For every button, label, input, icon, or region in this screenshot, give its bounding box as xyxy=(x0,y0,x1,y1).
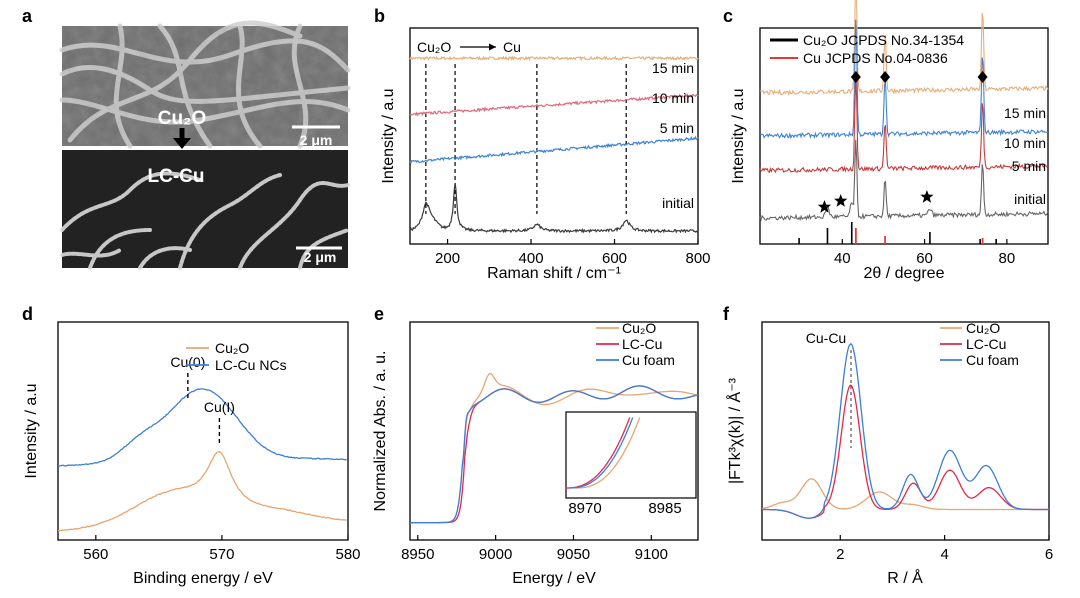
raman-series-label: initial xyxy=(662,195,694,211)
raman-annotation-to: Cu xyxy=(503,39,521,55)
xrd-cu-diamond-marker xyxy=(880,71,891,83)
xrd-tick-label: 60 xyxy=(916,250,933,267)
panel-b-frame xyxy=(409,27,699,245)
xrd-series-label: 15 min xyxy=(1004,105,1046,121)
panel-letter-c: c xyxy=(723,6,733,26)
xps-legend-lccu: LC-Cu NCs xyxy=(215,357,287,373)
xrd-tick-label: 40 xyxy=(834,250,851,267)
sem-dendrites-lccu xyxy=(60,171,350,270)
xrd-xlabel: 2θ / degree xyxy=(864,265,945,282)
xanes-legend-lccu: LC-Cu xyxy=(622,336,662,352)
exafs-legend-cu2o: Cu₂O xyxy=(966,320,1000,336)
xps-legend-cu2o: Cu₂O xyxy=(215,340,249,356)
xanes-xlabel: Energy / eV xyxy=(512,570,596,587)
panel-f-frame xyxy=(761,321,1050,541)
xrd-series-line xyxy=(759,19,1048,140)
xps-tick-label: 580 xyxy=(335,546,360,563)
xps-xlabel: Binding energy / eV xyxy=(133,570,273,587)
xrd-cu-diamond-marker xyxy=(850,71,861,83)
xrd-legend-cu: Cu JCPDS No.04-0836 xyxy=(803,50,948,66)
exafs-series-line xyxy=(762,342,1049,519)
xps-tick-label: 570 xyxy=(209,546,234,563)
raman-tick-label: 800 xyxy=(685,250,710,267)
exafs-xlabel: R / Å xyxy=(887,568,923,587)
exafs-tick-label: 2 xyxy=(836,546,844,563)
raman-tick-label: 400 xyxy=(519,250,544,267)
panel-d-frame xyxy=(57,321,349,541)
xrd-series-label: initial xyxy=(1014,191,1046,207)
panel-c: 40 60 80 15 min 10 min 5 min initial Cu₂O JCP… xyxy=(730,0,1049,282)
raman-series-line xyxy=(409,182,699,234)
raman-ylabel: Intensity / a.u xyxy=(380,88,397,183)
exafs-legend-foam: Cu foam xyxy=(966,352,1019,368)
xanes-inset-line xyxy=(576,417,641,489)
xrd-cu2o-star-marker xyxy=(834,194,848,207)
raman-series-line xyxy=(409,135,699,165)
xanes-inset-line xyxy=(569,417,634,489)
panel-letter-b: b xyxy=(374,6,385,26)
raman-series-line xyxy=(409,55,699,62)
raman-xlabel: Raman shift / cm⁻¹ xyxy=(487,265,621,282)
exafs-tick-label: 6 xyxy=(1045,546,1053,563)
xanes-tick-label: 9100 xyxy=(635,546,668,563)
panel-letter-d: d xyxy=(22,304,33,324)
panel-letter-f: f xyxy=(723,304,730,324)
raman-annotation-from: Cu₂O xyxy=(417,39,451,55)
panel-letter-a: a xyxy=(22,6,33,26)
raman-series-label: 10 min xyxy=(652,90,694,106)
scale-label-top: 2 μm xyxy=(300,132,333,148)
exafs-legend-lccu: LC-Cu xyxy=(966,336,1006,352)
xrd-tick-label: 80 xyxy=(999,250,1016,267)
xps-line-cu2o xyxy=(57,451,347,532)
sem-label-lccu: LC-Cu xyxy=(148,166,205,187)
xanes-tick-label: 9050 xyxy=(557,546,590,563)
raman-series-label: 15 min xyxy=(652,60,694,76)
xrd-series-line xyxy=(759,0,1049,97)
exafs-ylabel: |FTk³χ(k)| / Å⁻³ xyxy=(725,377,744,484)
xrd-legend-cu2o: Cu₂O JCPDS No.34-1354 xyxy=(803,32,964,48)
panel-e: 8950 9000 9050 9100 8970 8985 Cu₂O LC-Cu Cu… xyxy=(372,320,699,587)
xanes-legend-cu2o: Cu₂O xyxy=(622,320,656,336)
xanes-inset-tick-2: 8985 xyxy=(648,500,681,517)
raman-series-label: 5 min xyxy=(660,120,694,136)
xrd-series-label: 5 min xyxy=(1012,158,1046,174)
xps-ylabel: Intensity / a.u xyxy=(23,383,40,478)
xrd-series-line xyxy=(759,139,1049,222)
scale-label-bottom: 2 μm xyxy=(304,249,337,265)
xanes-ylabel: Normalized Abs. / a. u. xyxy=(372,351,389,512)
raman-series-line xyxy=(409,93,699,117)
panel-e-frame xyxy=(409,321,699,541)
exafs-annotation: Cu-Cu xyxy=(806,330,846,346)
panel-f: 2 4 6 Cu-Cu Cu₂O LC-Cu Cu foam R / Å |FTk³… xyxy=(725,320,1053,587)
xrd-cu2o-star-marker xyxy=(920,190,934,203)
panel-letter-e: e xyxy=(374,304,384,324)
xps-peak-annotation: Cu(0) xyxy=(170,354,205,370)
xrd-cu2o-star-marker xyxy=(817,200,832,213)
sem-arrow-head xyxy=(173,138,191,149)
panel-b: 200 400 600 800 15 min 10 min 5 min initial Cu… xyxy=(380,27,711,282)
xanes-series-line xyxy=(410,385,698,524)
xrd-cu-diamond-marker xyxy=(977,71,988,83)
xanes-legend-foam: Cu foam xyxy=(622,352,675,368)
panel-a: 2 μm 2 μm Cu₂O LC-Cu xyxy=(59,20,351,270)
xps-line-lccu xyxy=(57,388,347,467)
xanes-tick-label: 8950 xyxy=(401,546,434,563)
xps-peak-annotation: Cu(I) xyxy=(204,399,235,415)
exafs-tick-label: 4 xyxy=(940,546,948,563)
xrd-series-label: 10 min xyxy=(1004,135,1046,151)
xrd-ylabel: Intensity / a.u xyxy=(730,88,747,183)
raman-tick-label: 600 xyxy=(602,250,627,267)
panel-d: 560 570 580 Cu(0) Cu(I) Cu₂O LC-Cu NCs Bind… xyxy=(23,321,361,587)
sem-label-cu2o: Cu₂O xyxy=(158,108,207,129)
raman-tick-label: 200 xyxy=(435,250,460,267)
xrd-series-line xyxy=(759,74,1049,174)
exafs-series-line xyxy=(761,478,1049,511)
xps-tick-label: 560 xyxy=(83,546,108,563)
xanes-tick-label: 9000 xyxy=(479,546,512,563)
panel-c-frame xyxy=(759,27,1049,245)
xanes-inset-tick-1: 8970 xyxy=(568,500,601,517)
